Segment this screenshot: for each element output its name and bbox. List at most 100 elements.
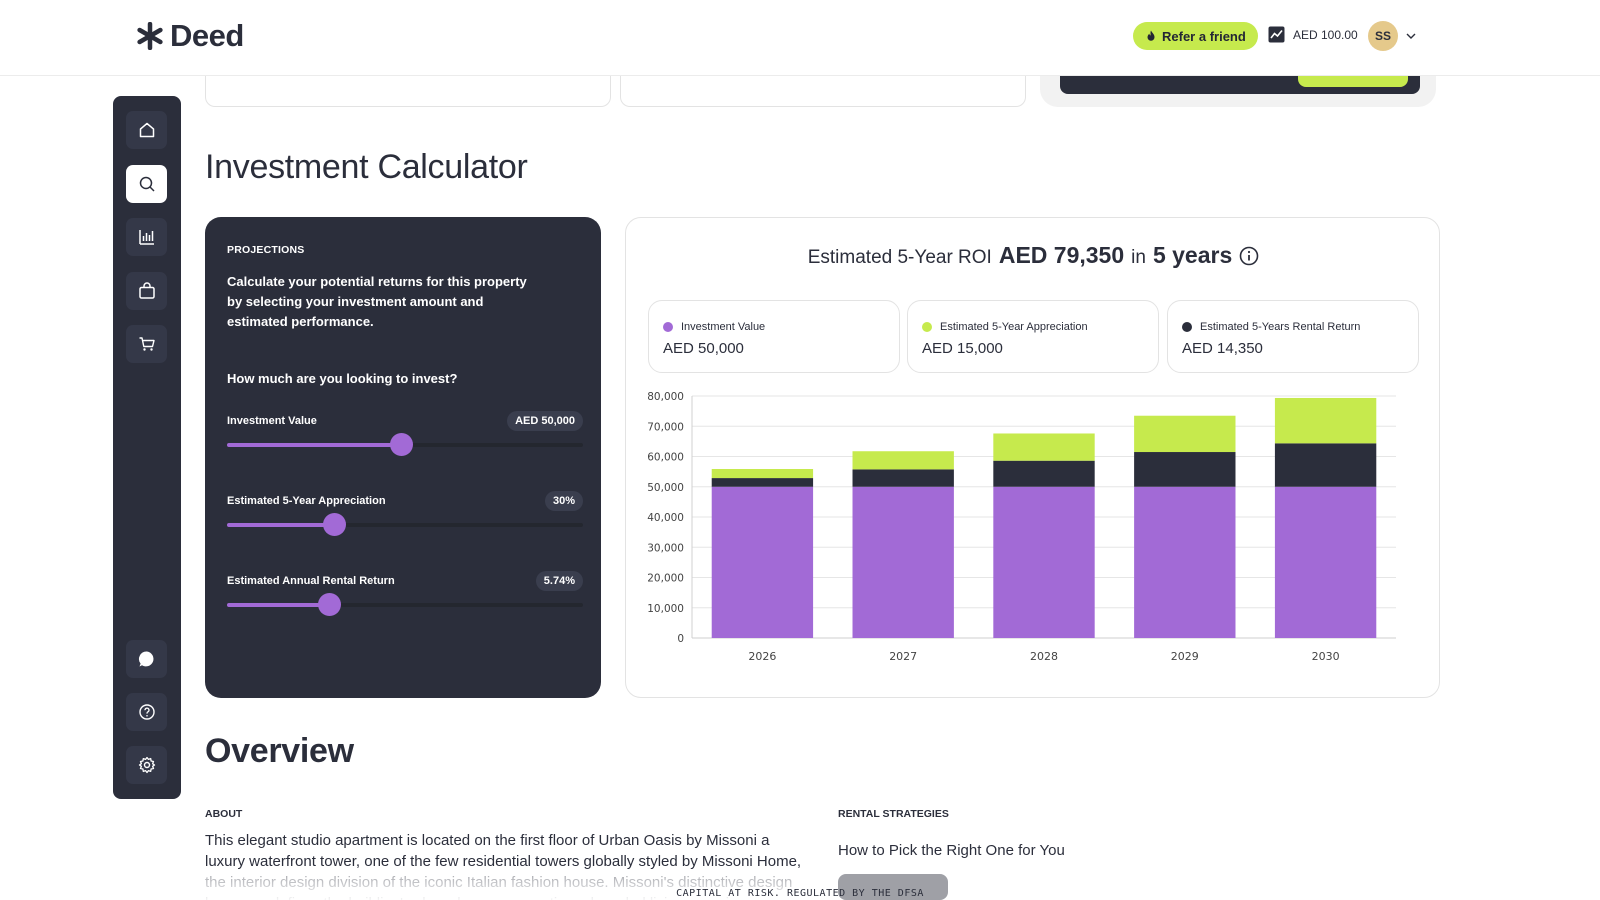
slider-label: Estimated 5-Year Appreciation (227, 495, 386, 507)
bar-segment-investment-value (711, 486, 814, 638)
y-tick-label: 0 (677, 633, 684, 645)
logo-text: Deed (170, 18, 244, 53)
sidebar-item-portfolio[interactable] (126, 218, 167, 256)
stat-value: AED 50,000 (663, 340, 744, 357)
x-tick-label: 2026 (748, 650, 776, 663)
projections-card: PROJECTIONS Calculate your potential ret… (205, 217, 601, 698)
wallet-balance[interactable]: AED 100.00 (1268, 26, 1358, 43)
bar-segment-rental-return (1134, 452, 1236, 487)
roi-card: Estimated 5-Year ROI AED 79,350 in 5 yea… (625, 217, 1440, 698)
roi-prefix: Estimated 5-Year ROI (807, 247, 992, 268)
refer-a-friend-button[interactable]: Refer a friend (1133, 22, 1258, 50)
projections-description: Calculate your potential returns for thi… (227, 274, 527, 329)
roi-headline: Estimated 5-Year ROI AED 79,350 in 5 yea… (626, 242, 1441, 269)
investment-value-slider[interactable] (227, 433, 583, 456)
rental-button-fade (832, 874, 956, 900)
slider-value-badge: 30% (544, 491, 583, 511)
invest-question: How much are you looking to invest? (227, 371, 458, 386)
bar-segment-appreciation (993, 433, 1095, 461)
scrolled-cta-bar (1060, 76, 1420, 94)
y-tick-label: 80,000 (647, 391, 684, 403)
slider-fill (227, 443, 402, 447)
roi-in: in (1131, 247, 1146, 268)
bar-segment-rental-return (1274, 443, 1377, 487)
sidebar-item-help[interactable] (126, 693, 167, 731)
legend-dot-dark (1182, 322, 1192, 332)
bar-segment-appreciation (1134, 415, 1236, 453)
top-header: Deed Refer a friend AED 100.00 SS (0, 0, 1600, 76)
bar-segment-appreciation (711, 468, 814, 479)
chevron-down-icon[interactable] (1405, 30, 1417, 42)
stat-investment-value: Investment Value AED 50,000 (648, 300, 900, 373)
deed-logo[interactable]: Deed (136, 18, 244, 54)
stat-rental-return: Estimated 5-Years Rental Return AED 14,3… (1167, 300, 1419, 373)
refer-label: Refer a friend (1162, 28, 1246, 44)
y-tick-label: 10,000 (647, 603, 684, 615)
cart-icon (139, 337, 155, 351)
bar-segment-investment-value (1134, 486, 1236, 638)
investment-calculator-title: Investment Calculator (205, 148, 528, 186)
x-tick-label: 2029 (1171, 650, 1199, 663)
roi-stacked-bar-chart: 0 10,000 20,000 30,000 40,000 50,000 60,000 70,… (647, 391, 1396, 663)
help-icon (138, 704, 155, 720)
stat-value: AED 15,000 (922, 340, 1003, 357)
x-tick-label: 2028 (1030, 650, 1058, 663)
sidebar-item-cart[interactable] (126, 325, 167, 363)
slider-value-badge: 5.74% (535, 571, 583, 591)
slider-label: Investment Value (227, 415, 317, 427)
bar-segment-rental-return (711, 478, 814, 487)
sidebar-item-chat[interactable] (126, 640, 167, 678)
scrolled-cta-button[interactable] (1298, 76, 1408, 87)
slider-thumb[interactable] (390, 433, 414, 456)
asterisk-logo-icon (137, 22, 163, 50)
stat-label: Estimated 5-Year Appreciation (922, 321, 1088, 333)
stat-label: Investment Value (663, 321, 765, 333)
stat-label-text: Estimated 5-Years Rental Return (1200, 321, 1361, 333)
legend-dot-purple (663, 322, 673, 332)
overview-title: Overview (205, 732, 354, 770)
sidebar-item-search[interactable] (126, 165, 167, 203)
search-icon (139, 176, 155, 192)
gear-icon (138, 756, 155, 774)
bar-segment-investment-value (993, 486, 1095, 638)
about-tag: ABOUT (205, 808, 243, 820)
rental-return-slider[interactable] (227, 593, 583, 616)
rental-strategies-tag: RENTAL STRATEGIES (838, 808, 949, 820)
stat-label-text: Estimated 5-Year Appreciation (940, 321, 1088, 333)
roi-period: 5 years (1152, 242, 1233, 268)
y-tick-label: 40,000 (647, 512, 684, 524)
slider-fill (227, 603, 330, 607)
legend-dot-green (922, 322, 932, 332)
trend-chart-icon (1268, 26, 1285, 43)
y-tick-label: 70,000 (647, 421, 684, 433)
bar-chart-icon (138, 230, 154, 245)
sidebar-item-bag[interactable] (126, 272, 167, 310)
slider-label: Estimated Annual Rental Return (227, 575, 395, 587)
slider-value-badge: AED 50,000 (507, 411, 583, 431)
y-tick-label: 30,000 (647, 542, 684, 554)
slider-thumb[interactable] (322, 513, 346, 536)
sidebar (113, 96, 181, 799)
flame-icon (1147, 30, 1155, 41)
bar-segment-investment-value (852, 486, 954, 638)
y-tick-label: 50,000 (647, 482, 684, 494)
appreciation-slider[interactable] (227, 513, 583, 536)
bag-icon (138, 282, 155, 299)
slider-fill (227, 523, 334, 527)
rental-strategies-link[interactable]: How to Pick the Right One for You (838, 842, 1065, 859)
sidebar-item-settings[interactable] (126, 746, 167, 784)
stat-value: AED 14,350 (1182, 340, 1263, 357)
info-icon[interactable] (1239, 246, 1259, 266)
stat-label: Estimated 5-Years Rental Return (1182, 321, 1360, 333)
y-tick-label: 60,000 (647, 452, 684, 464)
roi-amount: AED 79,350 (998, 242, 1125, 268)
sidebar-item-home[interactable] (126, 111, 167, 149)
projections-tag: PROJECTIONS (227, 244, 305, 256)
stat-label-text: Investment Value (681, 321, 766, 333)
wallet-amount: AED 100.00 (1293, 27, 1358, 42)
regulatory-disclaimer: CAPITAL AT RISK. REGULATED BY THE DFSA (676, 888, 924, 899)
stat-appreciation: Estimated 5-Year Appreciation AED 15,000 (907, 300, 1159, 373)
home-icon (139, 122, 154, 138)
slider-thumb[interactable] (318, 593, 342, 616)
avatar[interactable]: SS (1368, 21, 1398, 51)
